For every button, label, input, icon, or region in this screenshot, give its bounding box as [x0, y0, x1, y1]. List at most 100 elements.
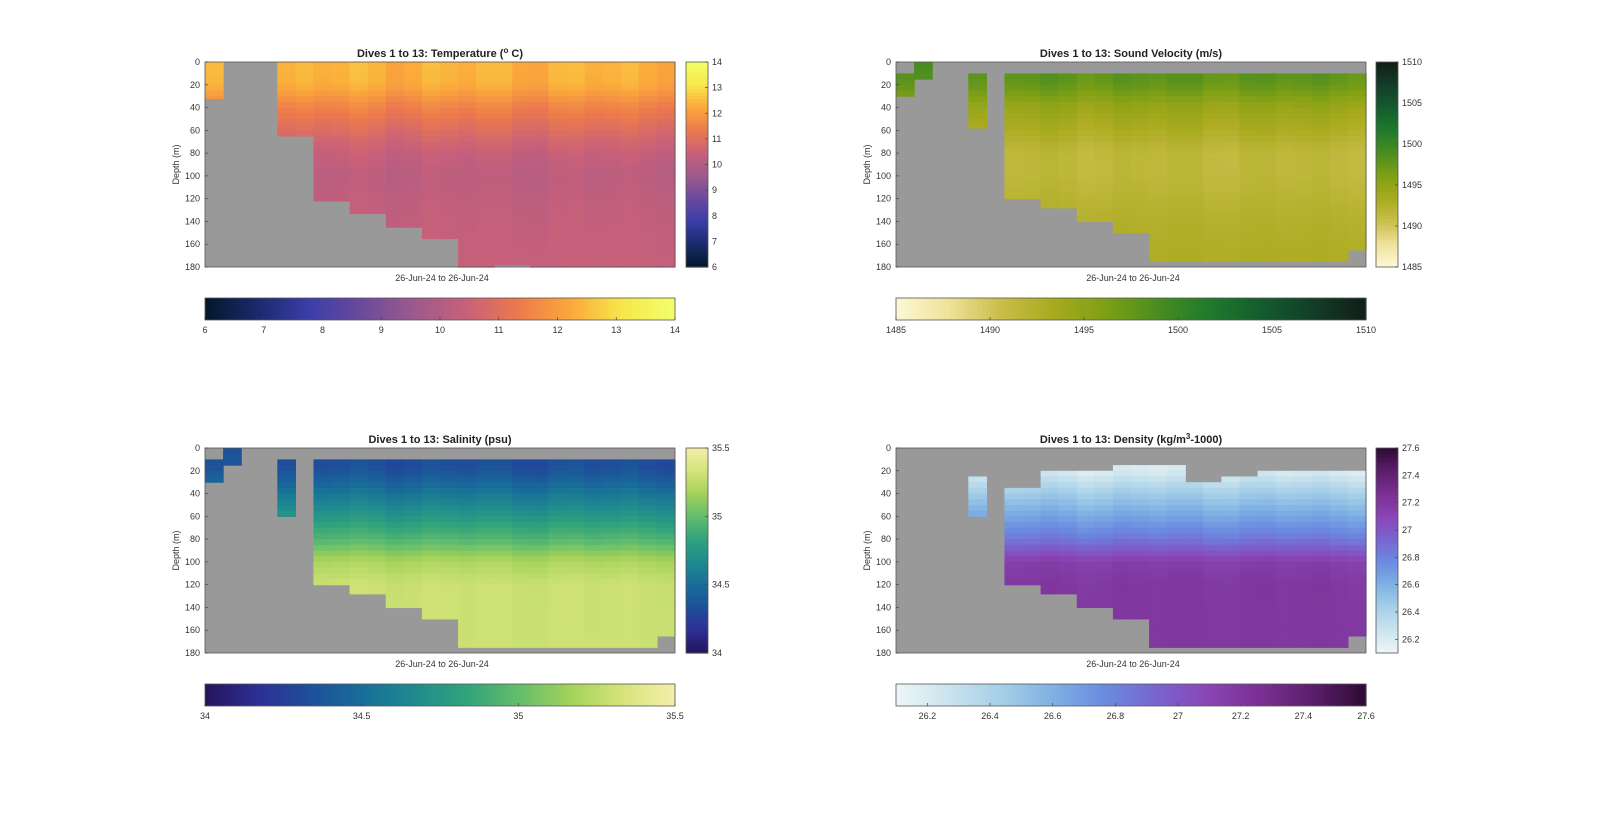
heatmap-cell: [1131, 584, 1150, 591]
heatmap-cell: [1329, 118, 1349, 126]
heatmap-cell: [1311, 476, 1331, 483]
heatmap-cell: [1293, 84, 1313, 92]
heatmap-cell: [494, 601, 513, 609]
heatmap-cell: [602, 204, 622, 211]
heatmap-cell: [1149, 107, 1168, 114]
heatmap-cell: [1022, 164, 1042, 171]
heatmap-cell: [1185, 181, 1204, 188]
heatmap-cell: [440, 101, 459, 109]
heatmap-cell: [1239, 141, 1259, 149]
colorbar-swatch: [1240, 298, 1246, 320]
heatmap-cell: [530, 221, 550, 228]
heatmap-cell: [620, 539, 640, 546]
heatmap-cell: [1167, 573, 1186, 580]
heatmap-cell: [1347, 158, 1367, 166]
heatmap-cell: [1167, 504, 1186, 512]
heatmap-cell: [295, 84, 315, 92]
heatmap-cell: [1347, 556, 1367, 563]
heatmap-cell: [1185, 227, 1204, 234]
heatmap-cell: [1149, 567, 1168, 574]
colorbar-swatch: [686, 629, 708, 634]
heatmap-cell: [1221, 618, 1241, 626]
heatmap-cell: [548, 584, 568, 591]
heatmap-cell: [656, 158, 676, 166]
heatmap-cell: [421, 561, 441, 569]
heatmap-cell: [367, 522, 387, 529]
heatmap-cell: [512, 255, 531, 262]
heatmap-cell: [1131, 164, 1150, 171]
heatmap-cell: [1203, 567, 1222, 574]
heatmap-cell: [1293, 510, 1313, 517]
colorbar-tick-label: 27: [1402, 525, 1412, 535]
heatmap-cell: [403, 573, 423, 580]
heatmap-cell: [1022, 550, 1042, 557]
heatmap-cell: [1167, 590, 1186, 597]
heatmap-cell: [421, 118, 441, 126]
heatmap-cell: [638, 590, 658, 597]
heatmap-cell: [1221, 79, 1241, 86]
heatmap-cell: [1112, 227, 1132, 234]
colorbar-swatch: [1376, 260, 1398, 265]
heatmap-cell: [385, 147, 405, 154]
heatmap-cell: [566, 556, 586, 563]
heatmap-cell: [638, 141, 658, 149]
heatmap-cell: [620, 232, 640, 240]
heatmap-cell: [349, 141, 369, 149]
heatmap-cell: [1094, 73, 1114, 80]
heatmap-cell: [1257, 153, 1277, 160]
heatmap-cell: [1112, 215, 1132, 223]
heatmap-cell: [385, 84, 405, 92]
heatmap-cell: [1329, 130, 1349, 137]
heatmap-cell: [512, 487, 531, 495]
colorbar-swatch: [1287, 298, 1293, 320]
heatmap-cell: [1203, 493, 1222, 500]
heatmap-cell: [1040, 130, 1060, 137]
heatmap-cell: [638, 504, 658, 512]
heatmap-cell: [1329, 533, 1349, 540]
heatmap-cell: [1257, 573, 1277, 580]
heatmap-cell: [1293, 90, 1313, 97]
heatmap-cell: [1167, 73, 1186, 80]
colorbar-swatch: [1376, 635, 1398, 640]
colorbar-tick-label: 12: [552, 325, 562, 335]
heatmap-cell: [1329, 493, 1349, 500]
colorbar-tick-label: 1510: [1356, 325, 1376, 335]
colorbar-swatch: [686, 126, 708, 131]
heatmap-cell: [602, 556, 622, 563]
heatmap-cell: [1185, 153, 1204, 160]
colorbar-swatch: [357, 298, 363, 320]
heatmap-cell: [1347, 113, 1367, 120]
heatmap-cell: [1004, 170, 1024, 177]
heatmap-cell: [1185, 539, 1204, 546]
heatmap-cell: [440, 561, 459, 569]
colorbar-swatch: [686, 205, 708, 210]
heatmap-cell: [331, 113, 351, 120]
colorbar-swatch: [1376, 133, 1398, 138]
chart-title: Dives 1 to 13: Density (kg/m3-1000): [1040, 432, 1223, 446]
y-tick-label: 20: [881, 466, 891, 476]
heatmap-cell: [313, 567, 333, 574]
colorbar-swatch: [1376, 205, 1398, 210]
heatmap-cell: [1311, 175, 1331, 183]
colorbar-swatch: [686, 451, 708, 456]
colorbar-swatch: [1040, 298, 1046, 320]
heatmap-cell: [1257, 141, 1277, 149]
heatmap-cell: [1203, 510, 1222, 517]
colorbar-swatch: [1376, 571, 1398, 576]
heatmap-cell: [1131, 113, 1150, 120]
colorbar-swatch: [349, 684, 355, 706]
heatmap-cell: [1239, 561, 1259, 569]
heatmap-cell: [530, 192, 550, 200]
heatmap-cell: [1131, 158, 1150, 166]
colorbar-swatch: [1299, 684, 1304, 706]
heatmap-cell: [638, 62, 658, 69]
heatmap-cell: [1149, 539, 1168, 546]
heatmap-cell: [1167, 244, 1186, 251]
heatmap-cell: [1149, 249, 1168, 257]
heatmap-cell: [602, 476, 622, 483]
heatmap-cell: [1167, 158, 1186, 166]
heatmap-cell: [1112, 573, 1132, 580]
heatmap-cell: [458, 556, 477, 563]
heatmap-cell: [476, 573, 495, 580]
heatmap-cell: [512, 573, 531, 580]
